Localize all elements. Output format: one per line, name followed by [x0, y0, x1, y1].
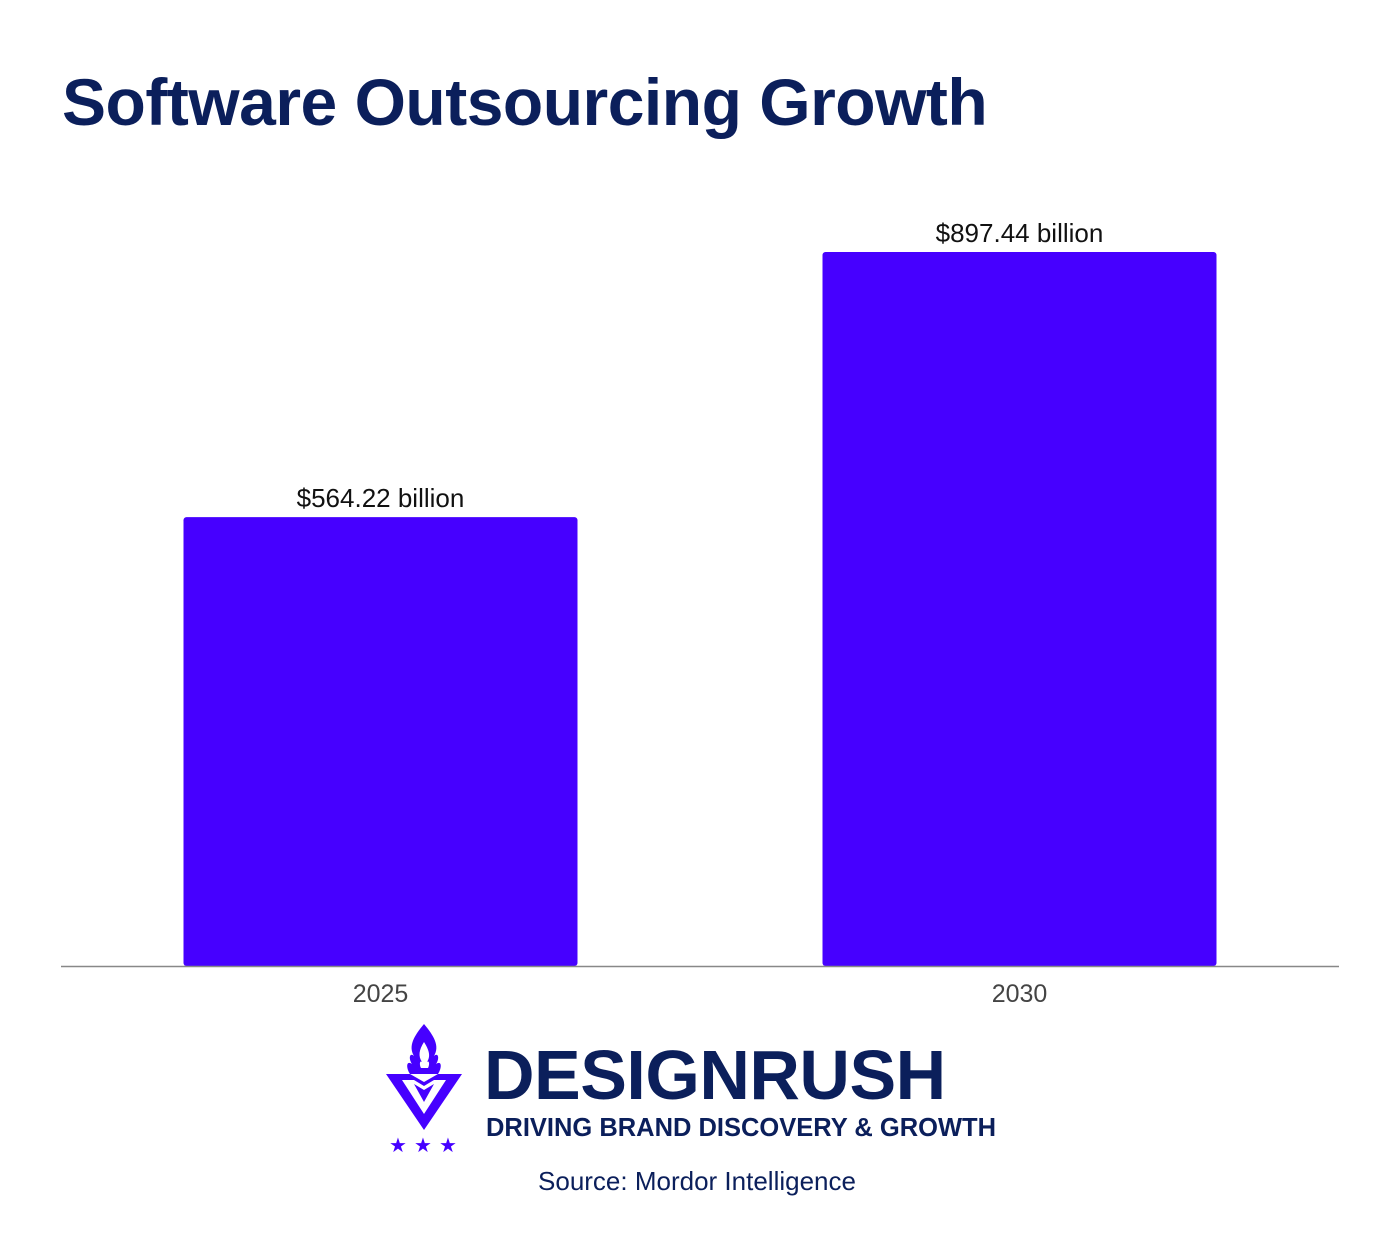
source-note: Source: Mordor Intelligence — [538, 1166, 856, 1196]
chart-title: Software Outsourcing Growth — [62, 65, 988, 139]
brand-tagline: DRIVING BRAND DISCOVERY & GROWTH — [486, 1114, 997, 1142]
svg-text:★: ★ — [414, 1133, 432, 1154]
designrush-torch-icon: ★ ★ ★ — [384, 1022, 464, 1159]
data-label-2030: $897.44 billion — [936, 218, 1104, 248]
data-labels-group: $564.22 billion $897.44 billion — [297, 218, 1104, 513]
svg-text:★: ★ — [389, 1133, 407, 1154]
x-tick-label-2030: 2030 — [992, 980, 1048, 1008]
svg-text:★: ★ — [439, 1133, 457, 1154]
data-label-2025: $564.22 billion — [297, 483, 465, 513]
x-tick-label-2025: 2025 — [353, 980, 409, 1008]
bar-2030 — [822, 252, 1217, 966]
bar-2025 — [183, 517, 578, 966]
brand-name: DESIGNRUSH — [484, 1036, 946, 1114]
bar-chart: $564.22 billion $897.44 billion 2025 2030 — [61, 218, 1339, 1008]
x-tick-labels-group: 2025 2030 — [353, 980, 1048, 1008]
bars-group — [183, 252, 1217, 966]
